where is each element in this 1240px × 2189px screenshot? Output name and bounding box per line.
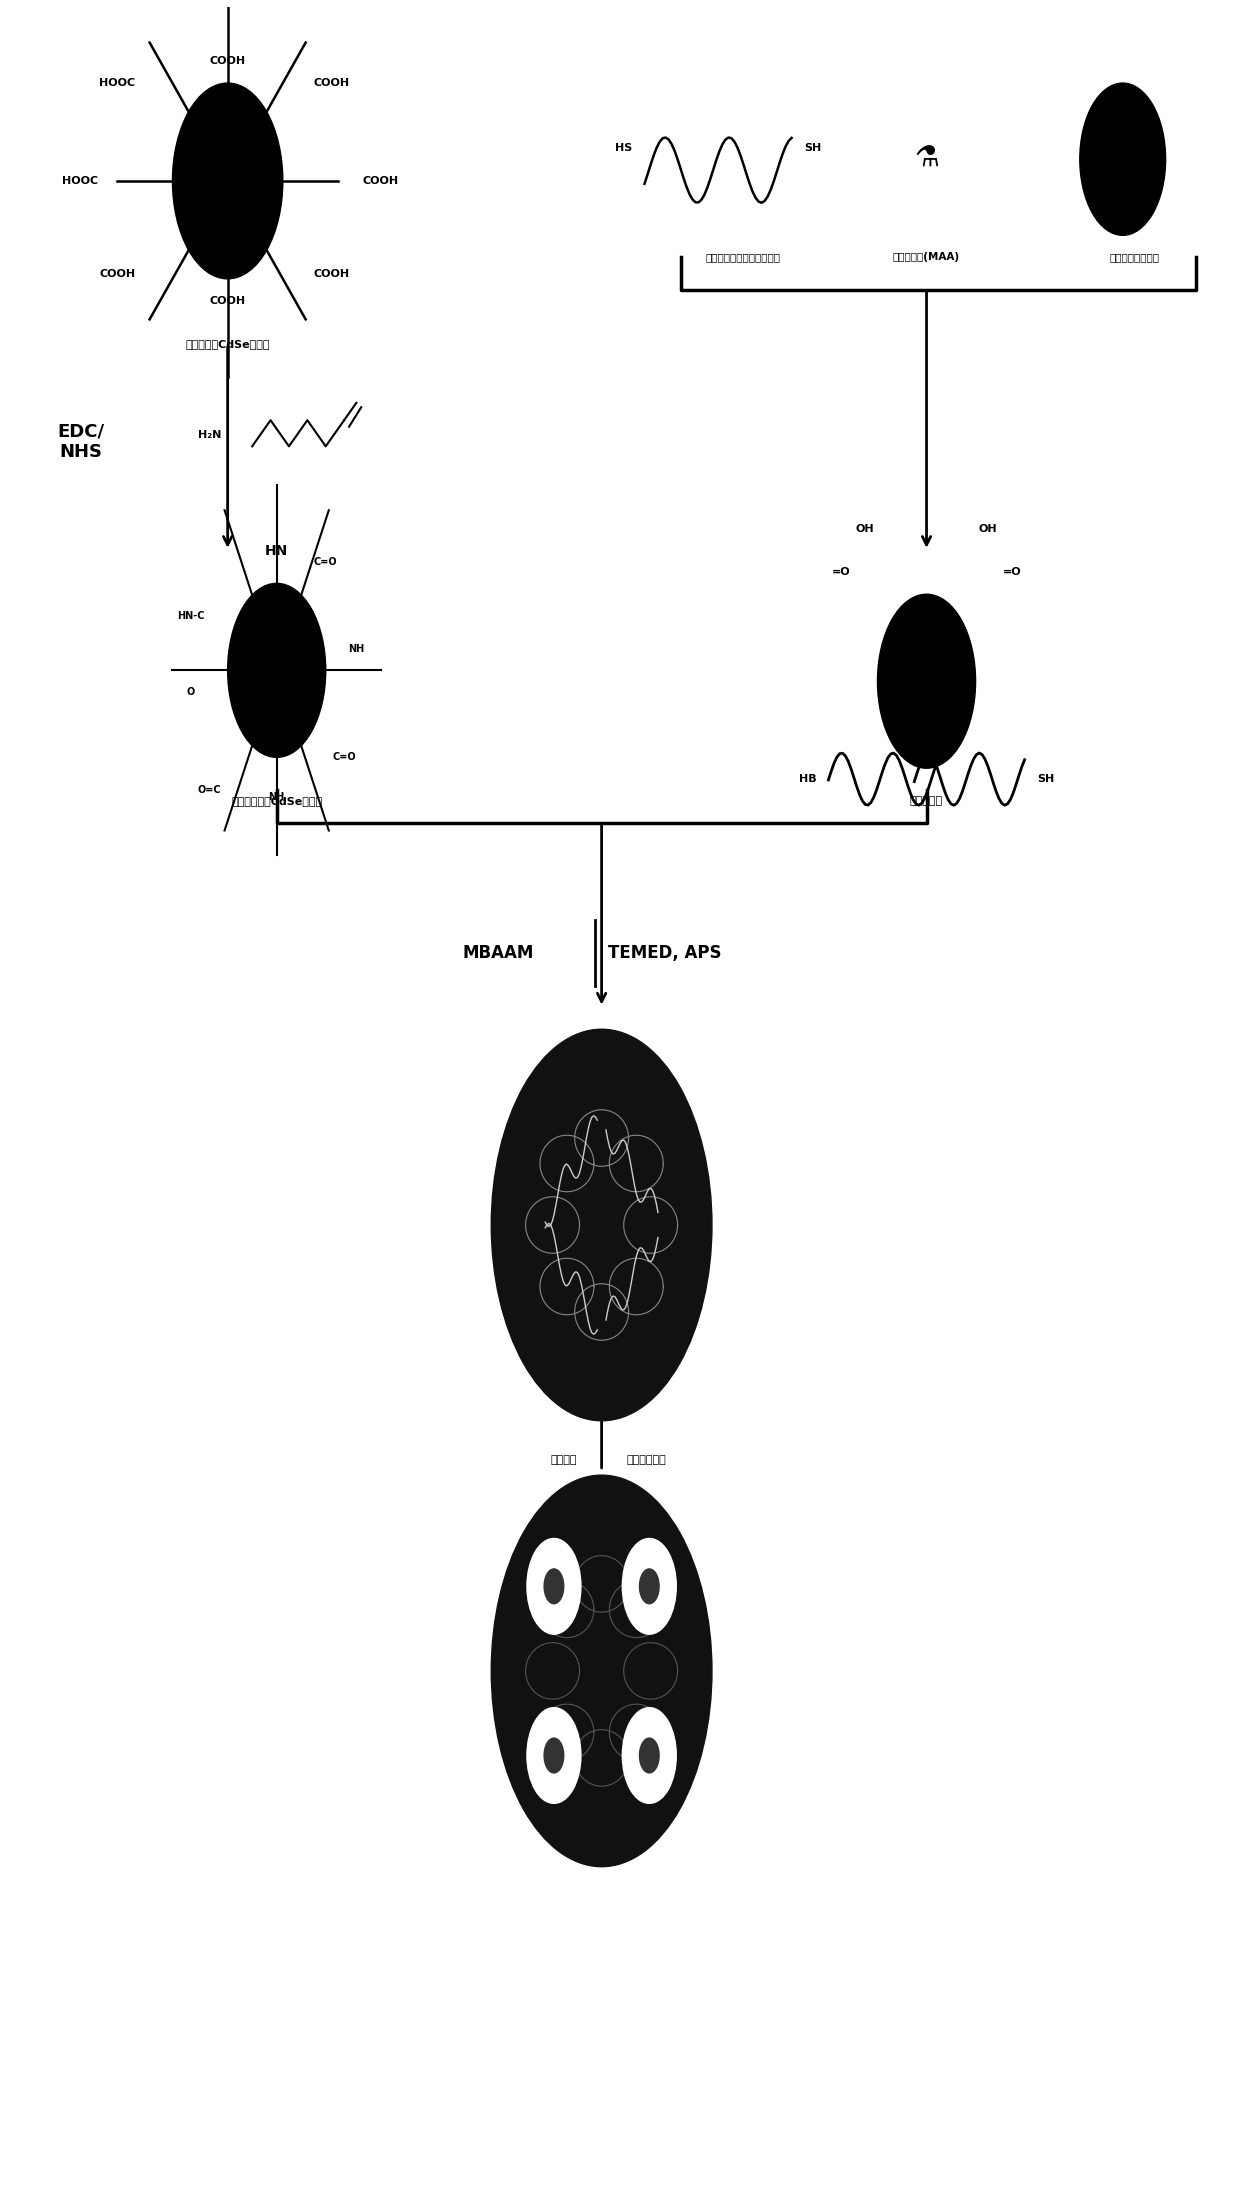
Text: HN: HN [265, 543, 289, 558]
Text: NH: NH [348, 644, 365, 655]
Circle shape [544, 1570, 564, 1605]
Circle shape [527, 1707, 580, 1804]
Text: COOH: COOH [210, 296, 246, 306]
Text: COOH: COOH [314, 79, 350, 88]
Text: OH: OH [978, 523, 997, 534]
Text: HB: HB [799, 775, 816, 784]
Circle shape [544, 1738, 564, 1773]
Circle shape [527, 1539, 580, 1635]
Text: COOH: COOH [314, 269, 350, 280]
Text: ⚗: ⚗ [914, 144, 939, 173]
Text: O: O [187, 687, 195, 696]
Text: 初始复合物: 初始复合物 [910, 797, 944, 806]
Text: 硫基修饰的卡那霉素适配体: 硫基修饰的卡那霉素适配体 [706, 252, 780, 263]
Text: 洗脱结合: 洗脱结合 [551, 1456, 577, 1464]
Text: 模板分子卡那霉素: 模板分子卡那霉素 [1110, 252, 1159, 263]
Text: EDC/
NHS: EDC/ NHS [57, 422, 104, 462]
Text: HOOC: HOOC [99, 79, 135, 88]
Text: =O: =O [1003, 567, 1022, 578]
Text: O=C: O=C [197, 786, 221, 795]
Circle shape [1080, 83, 1166, 236]
Circle shape [491, 1029, 712, 1421]
Text: C=O: C=O [332, 753, 356, 762]
Circle shape [622, 1707, 676, 1804]
Text: MBAAM: MBAAM [463, 943, 534, 963]
Circle shape [228, 582, 326, 757]
Circle shape [640, 1738, 660, 1773]
Text: HOOC: HOOC [62, 175, 98, 186]
Circle shape [878, 593, 976, 768]
Text: OH: OH [856, 523, 874, 534]
Circle shape [640, 1570, 660, 1605]
Text: SH: SH [1037, 775, 1054, 784]
Text: 烯丙胺修饰的CdSe量子点: 烯丙胺修饰的CdSe量子点 [231, 797, 322, 806]
Text: C=O: C=O [314, 556, 337, 567]
Circle shape [622, 1539, 676, 1635]
Text: COOH: COOH [363, 175, 399, 186]
Text: HN-C: HN-C [177, 611, 205, 622]
Circle shape [491, 1475, 712, 1867]
Text: TEMED, APS: TEMED, APS [608, 943, 722, 963]
Text: COOH: COOH [210, 57, 246, 66]
Circle shape [172, 83, 283, 278]
Text: SH: SH [804, 142, 821, 153]
Text: H₂N: H₂N [198, 431, 222, 440]
Text: 羧基修饰的CdSe量子点: 羧基修饰的CdSe量子点 [186, 339, 270, 348]
Text: NH: NH [269, 792, 285, 801]
Text: HS: HS [615, 142, 632, 153]
Text: =O: =O [831, 567, 849, 578]
Text: 检测模板分子: 检测模板分子 [626, 1456, 666, 1464]
Text: COOH: COOH [99, 269, 135, 280]
Text: 甲基丙烯酸(MAA): 甲基丙烯酸(MAA) [893, 252, 960, 263]
